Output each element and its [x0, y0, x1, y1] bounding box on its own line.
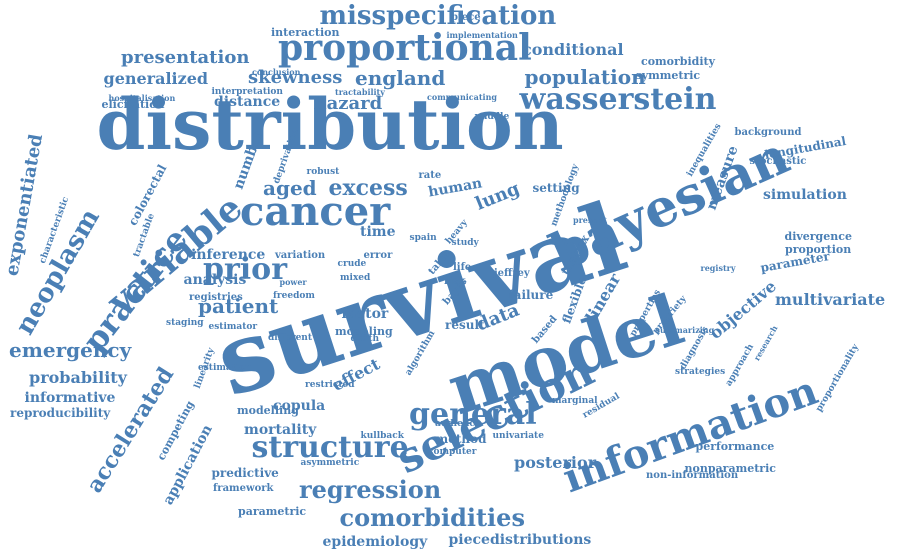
- cloud-word: strategies: [675, 366, 726, 377]
- cloud-word: nonparametric: [684, 461, 776, 475]
- cloud-word: epidemiology: [322, 534, 428, 550]
- cloud-word: interpretation: [211, 86, 283, 97]
- cloud-word: implementation: [446, 30, 518, 40]
- cloud-word: robust: [306, 166, 340, 177]
- cloud-word: time: [360, 224, 396, 240]
- cloud-word: posterior: [514, 453, 597, 472]
- cloud-word: tractability: [335, 87, 385, 97]
- cloud-word: hospitalisation: [108, 93, 176, 103]
- cloud-word: spain: [409, 232, 437, 243]
- cloud-word: summarizing: [655, 325, 715, 335]
- cloud-word: estimation: [198, 362, 252, 373]
- cloud-word: risk: [444, 276, 466, 287]
- cloud-word: aged: [263, 176, 317, 200]
- cloud-word: distance: [214, 94, 281, 110]
- cloud-word: modeling: [335, 324, 393, 338]
- cloud-word: mixed: [340, 272, 371, 283]
- cloud-word: inference: [191, 247, 266, 263]
- cloud-word: piecedistributions: [448, 532, 592, 548]
- cloud-word: proportion: [785, 242, 852, 256]
- cloud-word: communicating: [427, 92, 498, 102]
- cloud-word: background: [734, 127, 802, 138]
- cloud-word: informative: [24, 390, 116, 406]
- cloud-word: computer: [428, 446, 477, 457]
- cloud-word: estimator: [208, 321, 258, 332]
- cloud-word: hazard: [313, 93, 383, 114]
- cloud-word: comorbidities: [339, 503, 525, 532]
- cloud-word: wasserstein: [519, 82, 717, 117]
- cloud-word: crude: [337, 258, 367, 269]
- cloud-word: prior: [203, 252, 287, 287]
- cloud-word: interaction: [271, 25, 340, 39]
- cloud-word: conditional: [522, 40, 624, 59]
- cloud-word: distribution: [96, 83, 564, 166]
- cloud-word: england: [355, 66, 446, 90]
- cloud-word: excess: [328, 175, 408, 201]
- cloud-word: freedom: [273, 290, 315, 301]
- cloud-word: marginal: [552, 395, 598, 406]
- cloud-word: general: [409, 397, 537, 432]
- cloud-word: non-information: [646, 470, 739, 481]
- cloud-word: failure: [508, 288, 554, 302]
- cloud-word: setting: [532, 181, 580, 195]
- cloud-word: generalized: [103, 69, 209, 88]
- cloud-word: mortality: [244, 422, 317, 438]
- cloud-word: approach: [723, 341, 756, 388]
- cloud-word: asymmetric: [300, 457, 360, 468]
- cloud-word: emergency: [9, 338, 132, 362]
- cloud-word: result: [445, 318, 485, 332]
- cloud-word: univariate: [492, 430, 544, 441]
- cloud-word: parametric: [238, 504, 307, 518]
- cloud-word: probability: [29, 368, 127, 387]
- cloud-word: method: [435, 432, 487, 446]
- cloud-word: present: [573, 215, 608, 225]
- cloud-word: analysis: [183, 272, 247, 288]
- cloud-word: error: [363, 250, 393, 261]
- cloud-word: life: [453, 262, 472, 273]
- cloud-word: staging: [166, 317, 204, 328]
- cloud-word: proportionality: [814, 342, 862, 414]
- cloud-word: audience: [435, 418, 481, 429]
- cloud-word: divergence: [784, 229, 852, 243]
- cloud-word: middle: [474, 111, 510, 122]
- cloud-word: performance: [695, 439, 775, 453]
- cloud-word: registries: [189, 292, 243, 303]
- cloud-word: comorbidity: [641, 54, 716, 68]
- cloud-word: proportional: [278, 27, 532, 69]
- cloud-word: misspecification: [319, 1, 557, 31]
- cloud-word: multivariate: [775, 290, 886, 309]
- cloud-word: regression: [299, 475, 442, 504]
- cloud-word: elicitation: [101, 97, 165, 111]
- cloud-word: cancer: [240, 188, 391, 235]
- cloud-word: structure: [251, 430, 409, 465]
- cloud-word: simulation: [763, 187, 847, 203]
- cloud-word: predictive: [211, 466, 279, 480]
- cloud-word: presentation: [121, 47, 250, 68]
- cloud-word: patient: [198, 294, 279, 318]
- cloud-word: symmetric: [635, 68, 701, 82]
- cloud-word: different: [268, 332, 312, 343]
- cloud-word: piece: [451, 12, 481, 23]
- cloud-word: rate: [418, 170, 442, 181]
- cloud-word: population: [524, 65, 646, 89]
- cloud-word: factor: [341, 306, 389, 322]
- cloud-word: framework: [213, 483, 274, 494]
- cloud-word: reproducibility: [10, 406, 111, 420]
- cloud-word: death: [350, 333, 380, 344]
- cloud-word: jeffrey: [494, 268, 530, 279]
- cloud-word: research: [750, 323, 780, 363]
- cloud-word: skewness: [248, 67, 343, 88]
- cloud-word: variation: [275, 250, 326, 261]
- cloud-word: copula: [273, 398, 326, 414]
- cloud-word: power: [279, 277, 307, 287]
- cloud-word: modelling: [237, 403, 299, 417]
- cloud-word: conclusion: [252, 67, 301, 77]
- cloud-word: restricted: [305, 379, 355, 390]
- cloud-word: stochastic: [749, 156, 807, 167]
- cloud-word: study: [451, 237, 479, 248]
- cloud-word: registry: [700, 263, 736, 273]
- cloud-word: kullback: [360, 430, 404, 441]
